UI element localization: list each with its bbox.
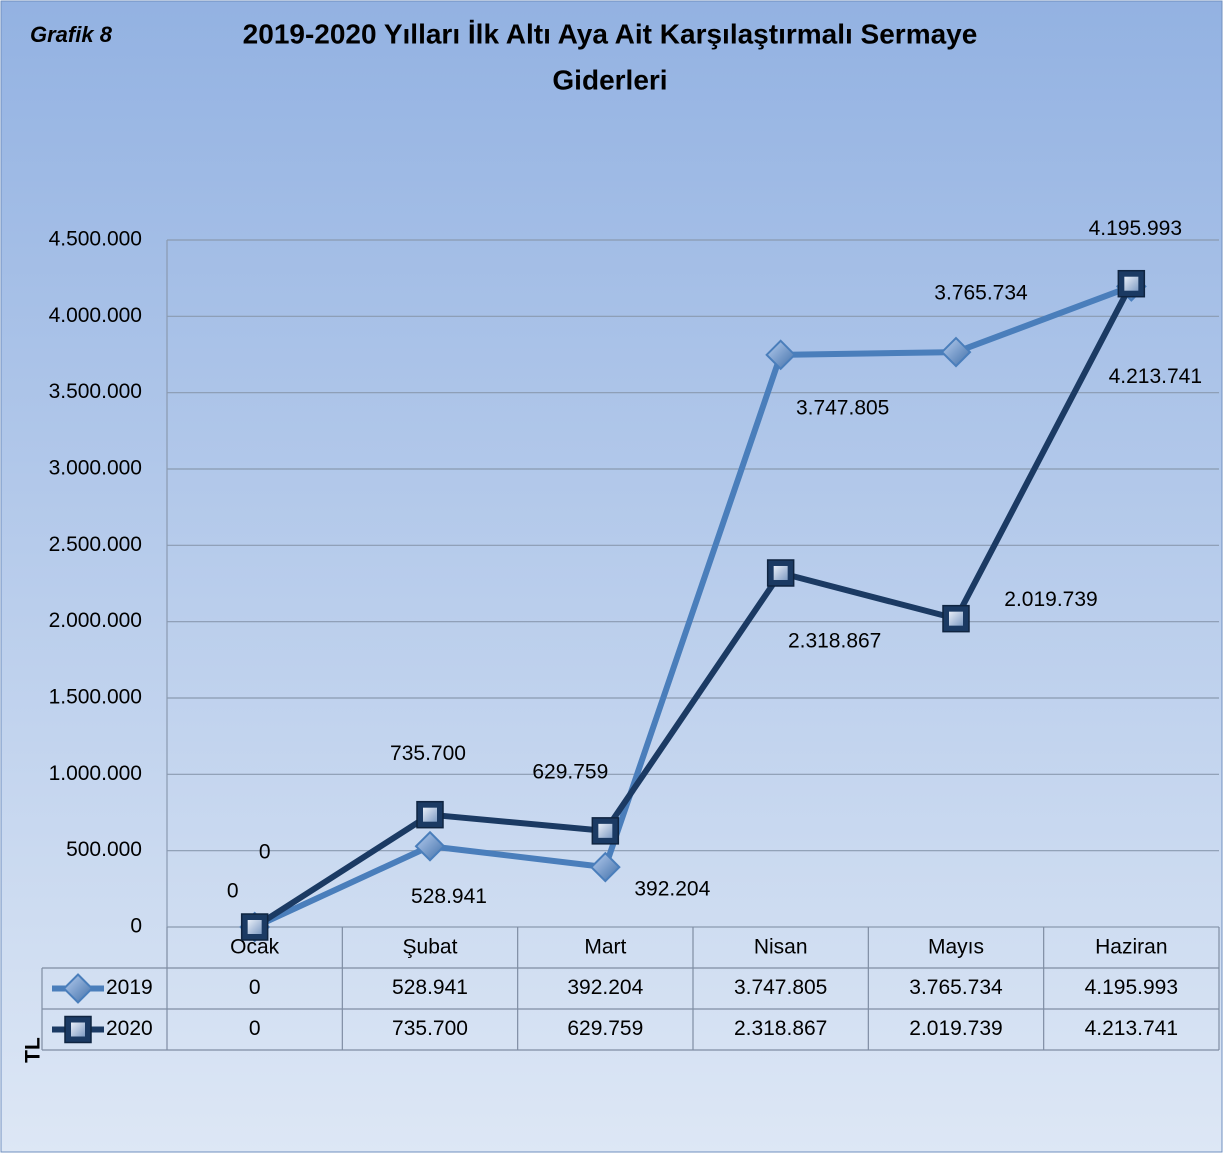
table-cell: 4.195.993 xyxy=(1085,976,1178,999)
legend-label: 2020 xyxy=(106,1017,153,1040)
legend-marker xyxy=(62,973,94,1004)
data-point xyxy=(589,851,621,883)
data-point xyxy=(765,339,797,371)
marker-center xyxy=(247,920,262,934)
y-tick-label: 2.500.000 xyxy=(49,533,142,556)
series-line xyxy=(253,283,1133,930)
table-cell: 3.765.734 xyxy=(909,976,1003,999)
table-cell: 4.213.741 xyxy=(1085,1017,1178,1040)
x-tick-label: Ocak xyxy=(230,936,280,959)
x-tick-label: Şubat xyxy=(403,936,458,959)
data-label: 2.019.739 xyxy=(1004,588,1097,611)
table-cell: 0 xyxy=(249,976,261,999)
table-cell: 2.318.867 xyxy=(734,1017,827,1040)
data-label: 4.195.993 xyxy=(1089,217,1182,240)
y-tick-label: 4.500.000 xyxy=(49,228,142,251)
data-point xyxy=(940,336,972,368)
marker-center xyxy=(1124,276,1139,291)
table-cell: 392.204 xyxy=(567,976,643,999)
table-cell: 629.759 xyxy=(567,1017,643,1040)
table-cell: 735.700 xyxy=(392,1017,468,1040)
table-cell: 2.019.739 xyxy=(909,1017,1002,1040)
y-axis-title: TL xyxy=(22,1037,45,1063)
data-label: 735.700 xyxy=(390,742,466,765)
data-label: 0 xyxy=(259,841,271,864)
y-tick-label: 0 xyxy=(130,915,142,938)
y-tick-label: 1.000.000 xyxy=(49,762,142,785)
chart-label: Grafik 8 xyxy=(30,22,113,47)
y-tick-label: 500.000 xyxy=(66,838,142,861)
y-tick-label: 1.500.000 xyxy=(49,686,142,709)
x-tick-label: Mayıs xyxy=(928,936,984,959)
data-label: 629.759 xyxy=(532,760,608,783)
marker-center xyxy=(598,823,613,838)
data-label: 2.318.867 xyxy=(788,630,881,653)
y-tick-label: 2.000.000 xyxy=(49,609,142,632)
chart-title: Giderleri xyxy=(552,64,667,95)
data-label: 528.941 xyxy=(411,885,487,908)
y-tick-label: 3.500.000 xyxy=(49,380,142,403)
data-point xyxy=(591,817,620,845)
y-tick-label: 4.000.000 xyxy=(49,304,142,327)
legend-marker xyxy=(64,1015,92,1044)
table-cell: 0 xyxy=(249,1017,261,1040)
marker-center xyxy=(423,807,437,822)
marker-center xyxy=(949,611,963,626)
table-cell: 528.941 xyxy=(392,976,468,999)
data-point xyxy=(414,830,446,862)
data-label: 3.747.805 xyxy=(796,396,889,419)
marker-center xyxy=(773,565,788,580)
data-label: 0 xyxy=(227,880,239,903)
x-tick-label: Nisan xyxy=(754,936,808,959)
table-cell: 3.747.805 xyxy=(734,976,827,999)
series-line xyxy=(253,282,1134,930)
marker-center xyxy=(71,1022,85,1037)
data-label: 3.765.734 xyxy=(934,282,1028,305)
legend-label: 2019 xyxy=(106,976,153,999)
y-tick-label: 3.000.000 xyxy=(49,457,142,480)
data-label: 4.213.741 xyxy=(1109,365,1202,388)
x-tick-label: Haziran xyxy=(1095,936,1167,959)
x-tick-label: Mart xyxy=(584,936,626,959)
chart-title: 2019-2020 Yılları İlk Altı Aya Ait Karşı… xyxy=(243,18,978,49)
data-label: 392.204 xyxy=(634,878,710,901)
